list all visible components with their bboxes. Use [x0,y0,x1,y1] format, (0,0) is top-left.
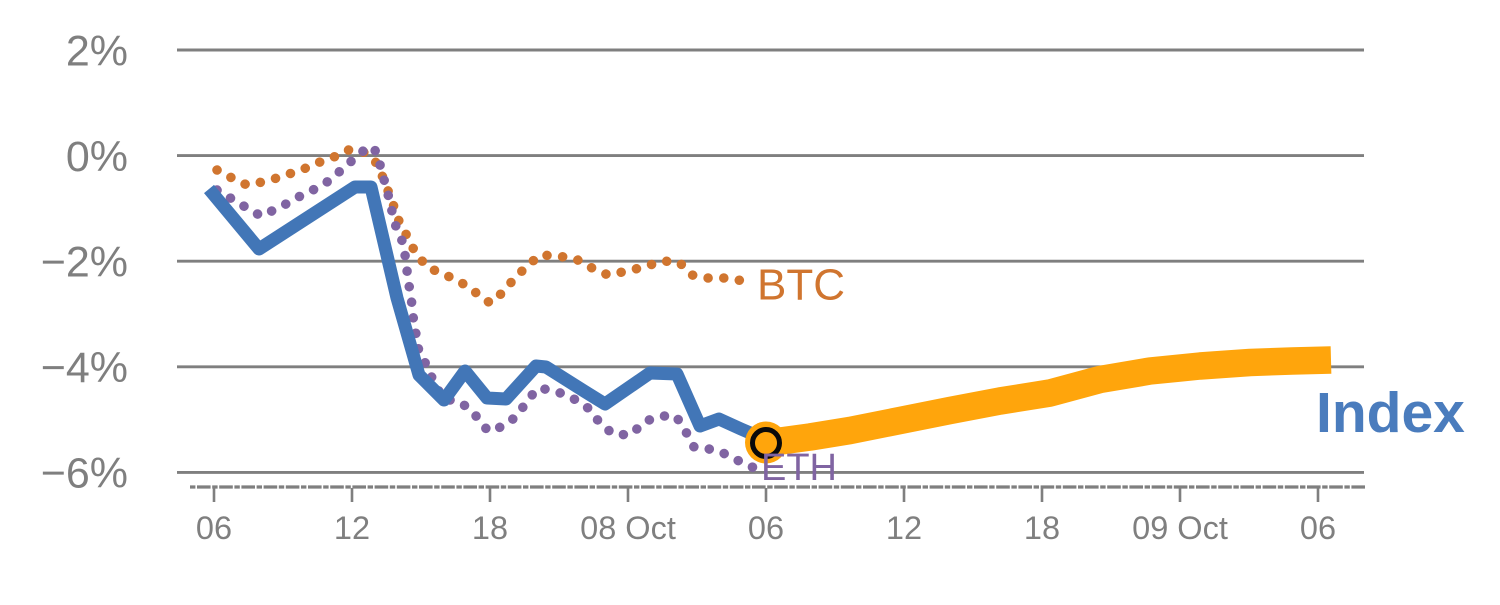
svg-text:18: 18 [472,510,508,546]
svg-text:ETH: ETH [761,447,837,489]
svg-text:−6%: −6% [41,450,128,498]
svg-text:09 Oct: 09 Oct [1132,510,1228,546]
svg-text:Index: Index [1316,381,1465,445]
svg-text:08 Oct: 08 Oct [580,510,676,546]
svg-text:BTC: BTC [757,261,845,310]
svg-text:0%: 0% [66,133,128,181]
svg-text:06: 06 [196,510,232,546]
svg-text:06: 06 [1300,510,1336,546]
svg-text:12: 12 [886,510,922,546]
svg-text:−4%: −4% [41,344,128,392]
svg-text:−2%: −2% [41,239,128,287]
svg-text:12: 12 [334,510,370,546]
svg-text:2%: 2% [66,28,128,76]
svg-text:18: 18 [1024,510,1060,546]
svg-text:06: 06 [748,510,784,546]
